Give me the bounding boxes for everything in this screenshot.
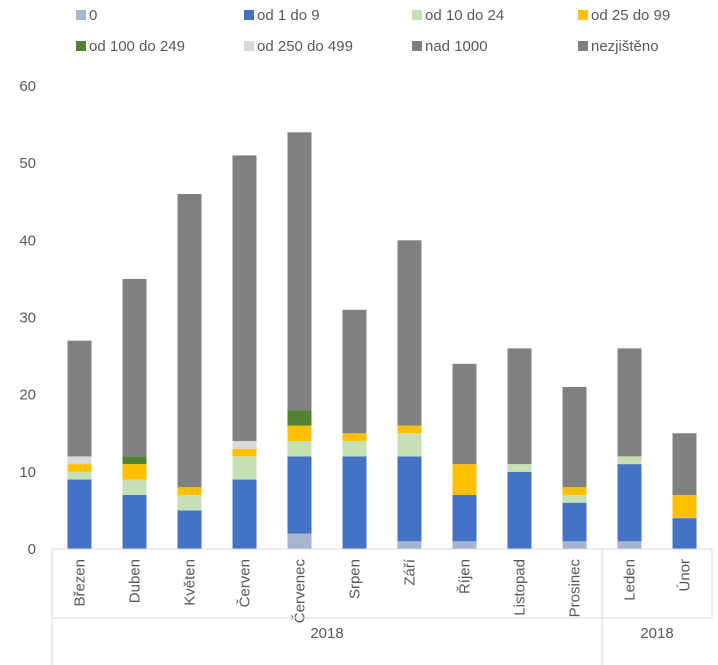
bar-segment xyxy=(617,464,642,542)
bar-segment xyxy=(452,541,477,549)
legend-swatch xyxy=(578,10,588,20)
legend-label: od 25 do 99 xyxy=(591,7,670,24)
group-label: 2018 xyxy=(310,625,343,642)
bar-segment xyxy=(562,386,587,488)
category-label: Srpen xyxy=(347,559,364,599)
category-label: Září xyxy=(402,558,419,586)
y-tick-label: 40 xyxy=(19,232,36,249)
legend-swatch xyxy=(412,10,422,20)
category-label: Prosinec xyxy=(567,559,584,618)
bar-segment xyxy=(287,440,312,457)
bar-segment xyxy=(397,541,422,549)
bar-segment xyxy=(122,464,147,480)
legend-label: od 10 do 24 xyxy=(425,7,504,24)
bar-segment xyxy=(507,464,532,472)
bar-segment xyxy=(507,471,532,549)
bar-segment xyxy=(672,433,697,495)
bar-segment xyxy=(67,479,92,549)
legend-swatch xyxy=(244,41,254,51)
bar-segment xyxy=(232,155,257,441)
bar-segment xyxy=(177,194,202,488)
legend-swatch xyxy=(412,41,422,51)
bar-segment xyxy=(177,510,202,549)
y-tick-label: 50 xyxy=(19,155,36,172)
bar-segment xyxy=(672,518,697,549)
legend-swatch xyxy=(244,10,254,20)
bar-segment xyxy=(122,278,147,457)
bar-segment xyxy=(342,433,367,441)
bar-segment xyxy=(617,348,642,457)
legend-swatch xyxy=(76,41,86,51)
bar-segment xyxy=(397,433,422,457)
category-label: Říjen xyxy=(457,559,474,594)
bar-segment xyxy=(67,464,92,472)
bar-segment xyxy=(342,456,367,549)
bar-segment xyxy=(232,448,257,457)
bar-segment xyxy=(617,541,642,549)
bar-segment xyxy=(232,456,257,480)
legend-label: nezjištěno xyxy=(591,38,659,55)
legend-label: 0 xyxy=(89,7,97,24)
category-label: Květen xyxy=(182,559,199,606)
category-label: Duben xyxy=(127,559,144,603)
bar-segment xyxy=(232,479,257,549)
category-label: Únor xyxy=(677,559,694,592)
category-label: Březen xyxy=(72,559,89,607)
bar-segment xyxy=(177,494,202,511)
bar-segment xyxy=(562,541,587,549)
category-label: Červen xyxy=(237,559,254,607)
legend-swatch xyxy=(76,10,86,20)
y-tick-label: 0 xyxy=(28,541,36,558)
bar-segment xyxy=(122,479,147,495)
bar-segment xyxy=(67,456,92,465)
legend-label: nad 1000 xyxy=(425,38,488,55)
y-tick-label: 30 xyxy=(19,310,36,327)
bar-segment xyxy=(452,464,477,495)
bar-segment xyxy=(452,363,477,465)
legend-swatch xyxy=(578,41,588,51)
bar-segment xyxy=(342,309,367,434)
bar-segment xyxy=(397,456,422,542)
bar-segment xyxy=(287,132,312,411)
bar-segment xyxy=(397,240,422,426)
category-label: Listopad xyxy=(512,559,529,616)
bar-segment xyxy=(122,494,147,549)
bar-segment xyxy=(67,471,92,480)
legend-label: od 250 do 499 xyxy=(257,38,353,55)
bar-segment xyxy=(287,456,312,534)
bar-segment xyxy=(177,487,202,495)
bar-segment xyxy=(672,494,697,519)
bar-segment xyxy=(507,348,532,465)
bar-segment xyxy=(287,410,312,426)
y-tick-label: 60 xyxy=(19,78,36,95)
category-label: Leden xyxy=(622,559,639,601)
y-tick-label: 20 xyxy=(19,387,36,404)
bar-segment xyxy=(287,425,312,441)
group-label: 2018 xyxy=(640,625,673,642)
bar-segment xyxy=(397,425,422,434)
bar-segment xyxy=(452,494,477,542)
category-label: Červenec xyxy=(292,559,309,624)
bar-segment xyxy=(342,440,367,457)
bar-segment xyxy=(562,487,587,495)
bar-segment xyxy=(287,533,312,549)
bar-segment xyxy=(232,440,257,449)
legend-label: od 1 do 9 xyxy=(257,7,320,24)
bar-segment xyxy=(122,456,147,465)
y-tick-label: 10 xyxy=(19,464,36,481)
bar-segment xyxy=(617,456,642,465)
bar-segment xyxy=(67,340,92,457)
bar-segment xyxy=(562,502,587,542)
bar-segment xyxy=(562,494,587,503)
legend-label: od 100 do 249 xyxy=(89,38,185,55)
